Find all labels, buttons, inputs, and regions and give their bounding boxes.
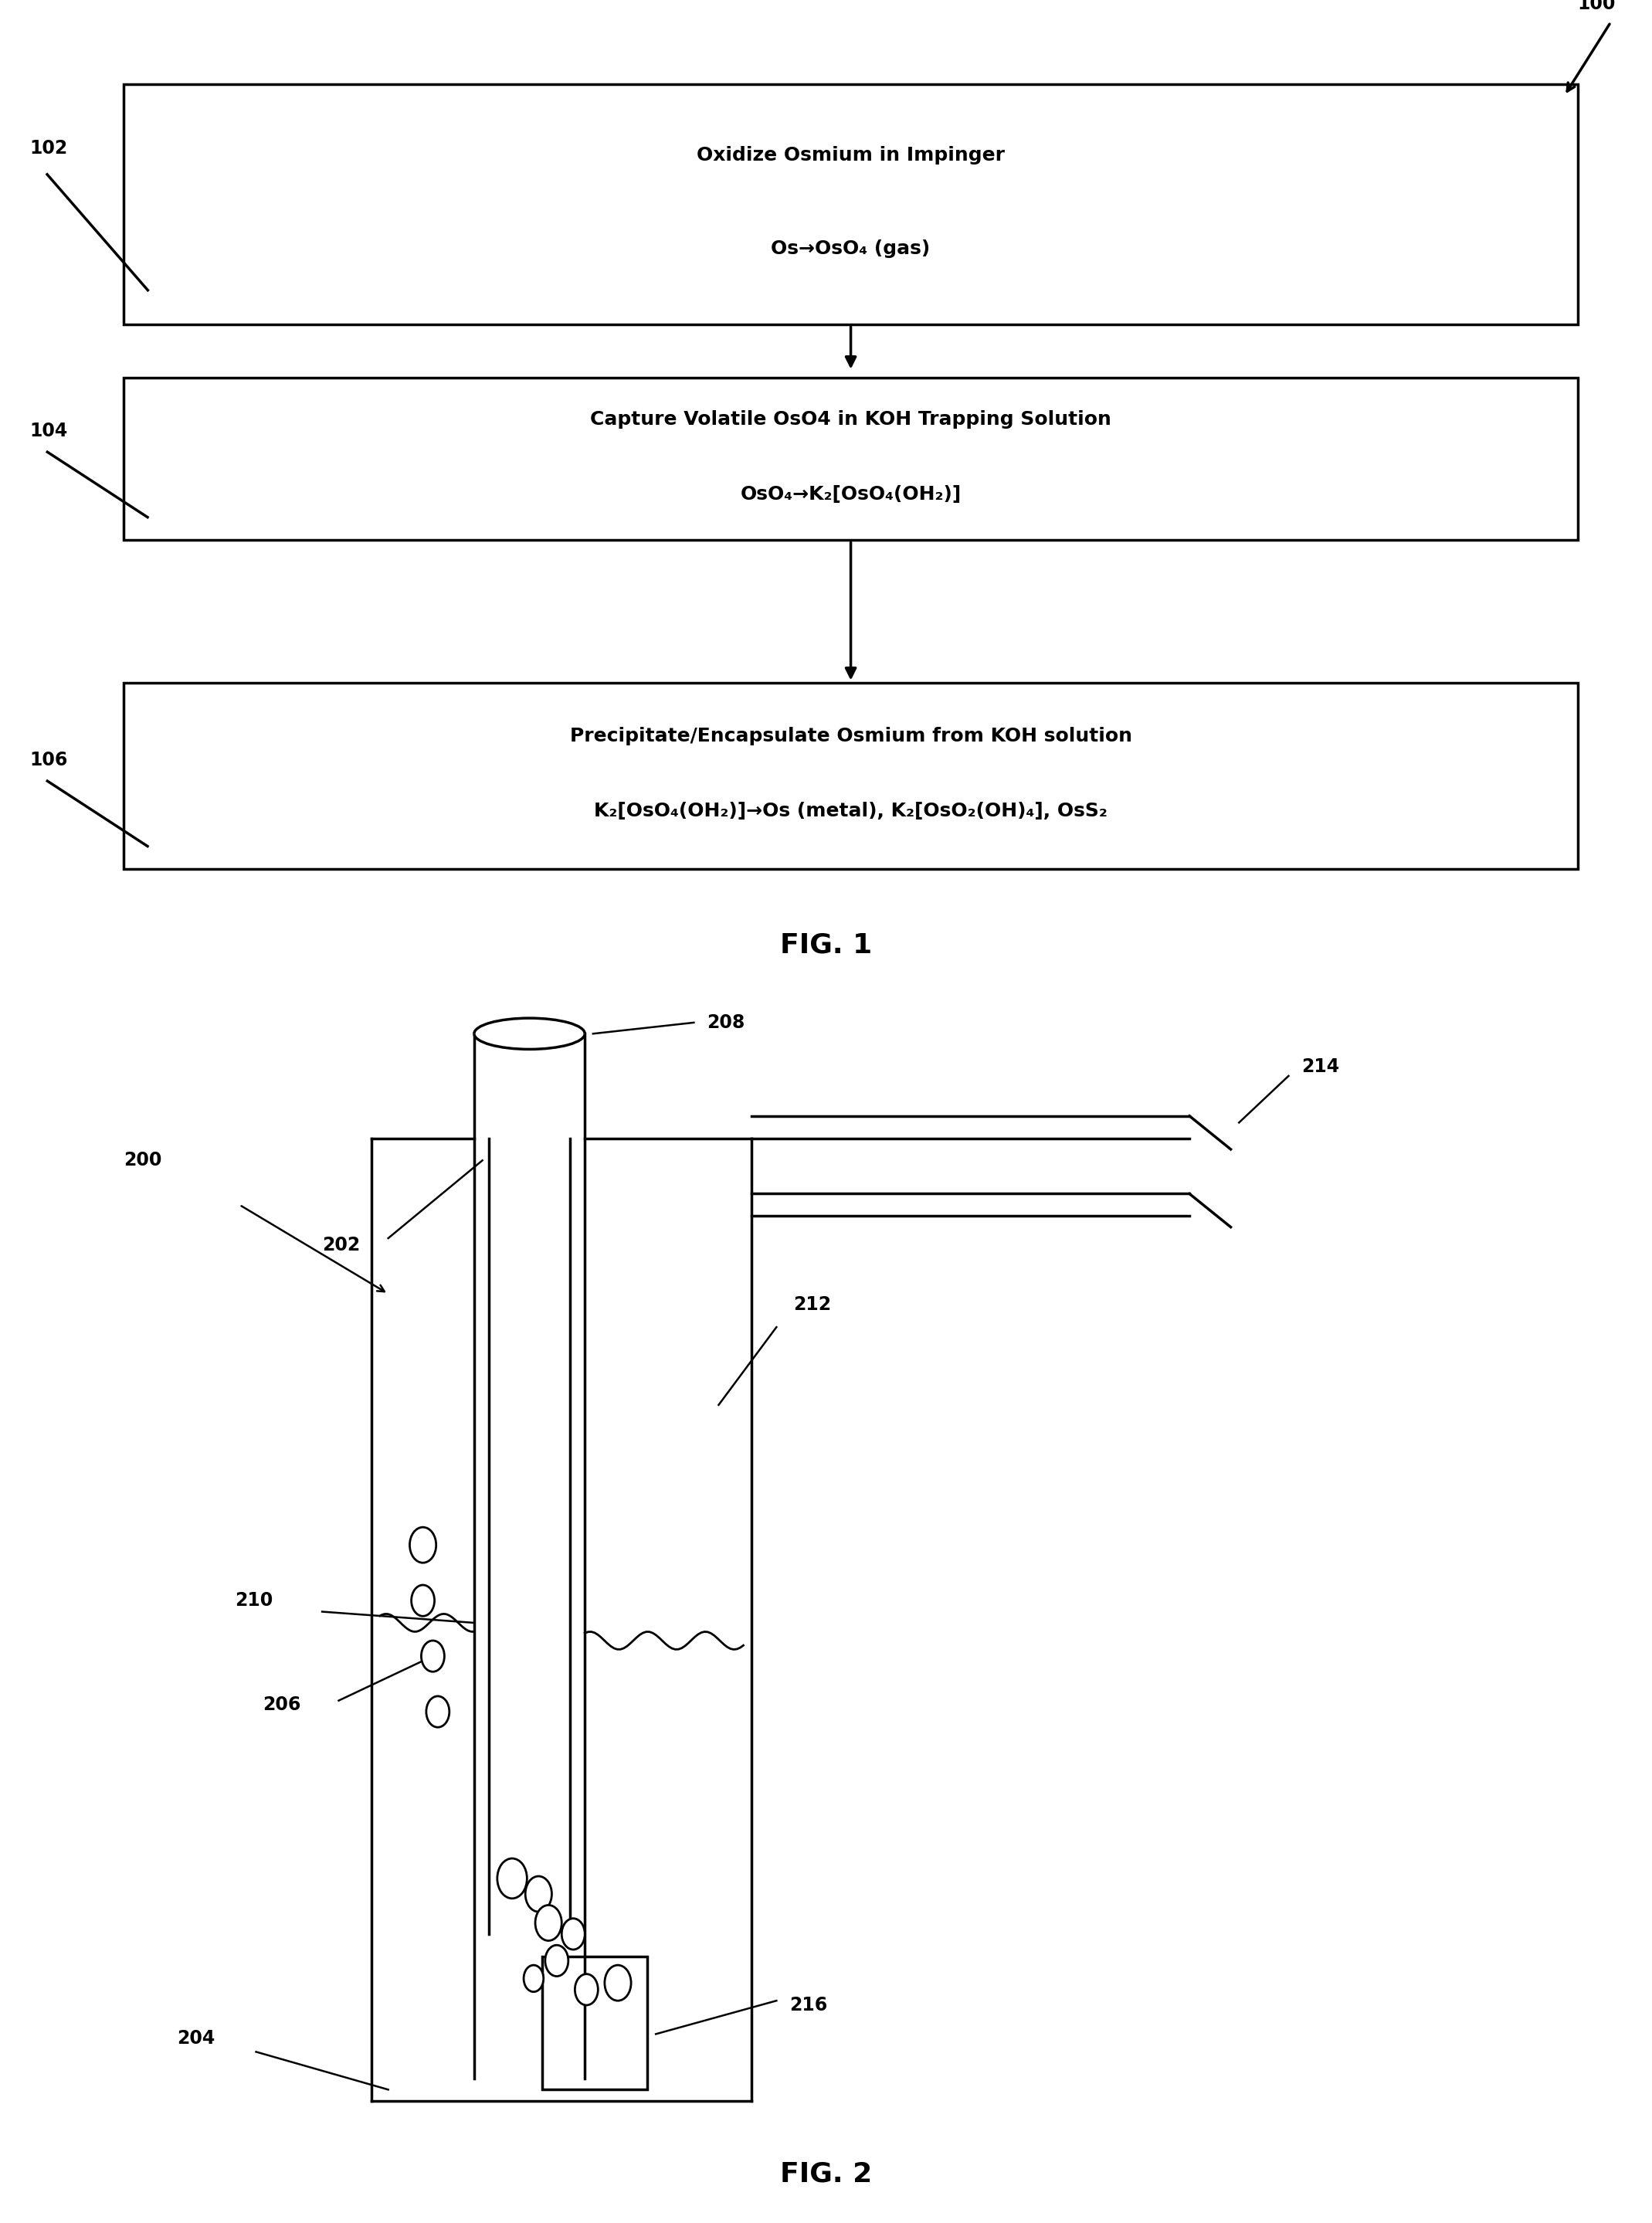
Text: 200: 200 xyxy=(124,1152,162,1169)
Circle shape xyxy=(575,1974,598,2005)
Text: 214: 214 xyxy=(1302,1058,1340,1076)
Text: 100: 100 xyxy=(1578,0,1616,13)
Circle shape xyxy=(605,1965,631,2001)
Circle shape xyxy=(410,1527,436,1563)
Circle shape xyxy=(411,1585,434,1616)
Text: 208: 208 xyxy=(707,1014,745,1031)
Bar xyxy=(542,1956,648,2090)
Text: Capture Volatile OsO4 in KOH Trapping Solution: Capture Volatile OsO4 in KOH Trapping So… xyxy=(590,409,1112,429)
Circle shape xyxy=(426,1696,449,1727)
Circle shape xyxy=(562,1918,585,1950)
Text: 104: 104 xyxy=(30,422,68,440)
Text: K₂[OsO₄(OH₂)]→Os (metal), K₂[OsO₂(OH)₄], OsS₂: K₂[OsO₄(OH₂)]→Os (metal), K₂[OsO₂(OH)₄],… xyxy=(595,803,1107,820)
Text: FIG. 1: FIG. 1 xyxy=(780,931,872,958)
Circle shape xyxy=(524,1965,544,1992)
Ellipse shape xyxy=(474,1018,585,1049)
Text: 206: 206 xyxy=(263,1696,301,1714)
Text: OsO₄→K₂[OsO₄(OH₂)]: OsO₄→K₂[OsO₄(OH₂)] xyxy=(740,485,961,505)
Text: Precipitate/Encapsulate Osmium from KOH solution: Precipitate/Encapsulate Osmium from KOH … xyxy=(570,727,1132,745)
Circle shape xyxy=(421,1641,444,1672)
Text: 202: 202 xyxy=(322,1236,360,1254)
Text: Os→OsO₄ (gas): Os→OsO₄ (gas) xyxy=(771,240,930,258)
Text: 212: 212 xyxy=(793,1296,831,1314)
Text: Oxidize Osmium in Impinger: Oxidize Osmium in Impinger xyxy=(697,147,1004,165)
Circle shape xyxy=(535,1905,562,1941)
Text: 106: 106 xyxy=(30,751,68,769)
Circle shape xyxy=(497,1858,527,1898)
Text: 216: 216 xyxy=(790,1996,828,2014)
Circle shape xyxy=(525,1876,552,1912)
Text: FIG. 2: FIG. 2 xyxy=(780,2161,872,2187)
Text: 204: 204 xyxy=(177,2030,215,2047)
Bar xyxy=(124,378,1578,540)
Text: 210: 210 xyxy=(235,1592,273,1609)
Bar xyxy=(124,84,1578,325)
Bar xyxy=(124,682,1578,869)
Circle shape xyxy=(545,1945,568,1976)
Text: 102: 102 xyxy=(30,140,68,158)
